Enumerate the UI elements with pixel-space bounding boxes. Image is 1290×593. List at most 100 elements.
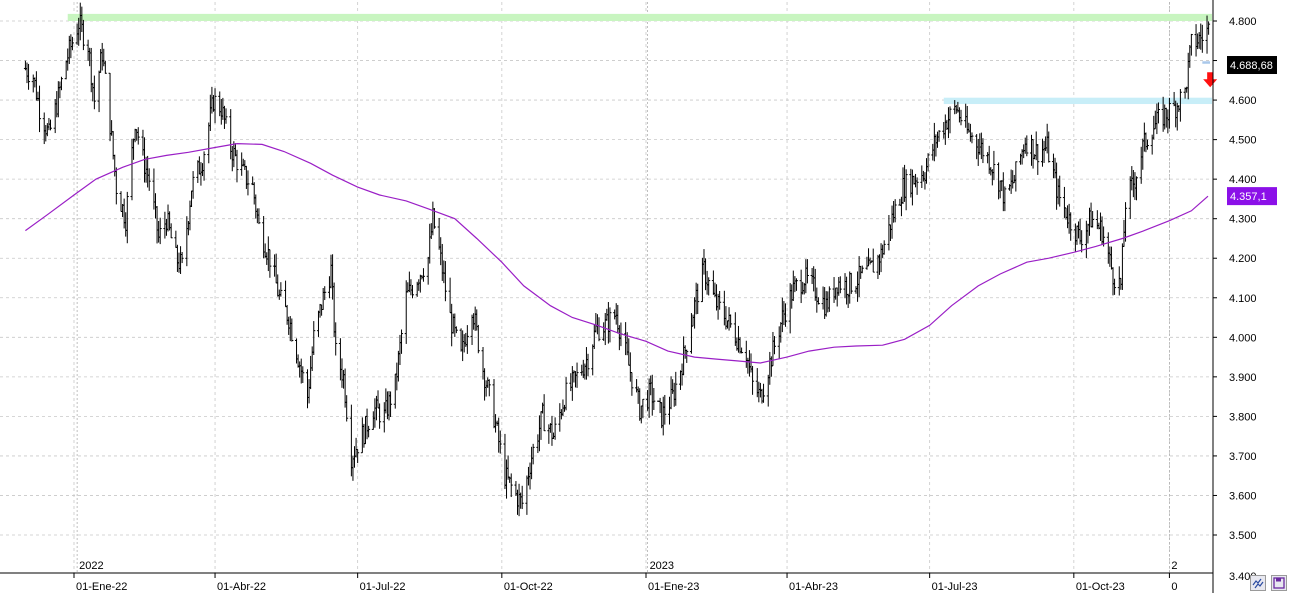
ohlc-bar	[284, 280, 288, 308]
ohlc-bar	[64, 60, 68, 80]
x-tick-label: 01-Ene-23	[648, 581, 699, 593]
ohlc-bar	[1175, 102, 1179, 131]
ohlc-bar	[669, 376, 673, 410]
ohlc-bar	[762, 383, 766, 403]
ohlc-bar	[367, 425, 371, 438]
ohlc-bar	[978, 133, 982, 155]
ohlc-bar	[307, 379, 311, 404]
ohlc-bar	[113, 154, 117, 177]
double-arrow-icon[interactable]	[1250, 575, 1266, 591]
ohlc-bar	[509, 473, 513, 498]
ohlc-bar	[164, 218, 168, 236]
ohlc-bar	[558, 403, 562, 432]
x-tick-label: 01-Abr-23	[789, 581, 838, 593]
ohlc-bar	[124, 212, 128, 237]
ohlc-bar	[528, 462, 532, 490]
ohlc-bar	[671, 379, 675, 394]
ohlc-bar	[58, 81, 62, 99]
ohlc-bar	[158, 217, 162, 245]
ohlc-bar	[338, 338, 342, 381]
ohlc-bar	[837, 277, 841, 296]
ohlc-bar	[992, 150, 996, 181]
ohlc-bar	[1200, 24, 1204, 53]
ohlc-bar	[1025, 135, 1029, 157]
ohlc-bar	[1066, 205, 1070, 229]
ohlc-bar	[197, 156, 201, 175]
ohlc-bar	[592, 324, 596, 349]
ohlc-bar	[331, 254, 335, 300]
ohlc-bar	[257, 208, 261, 225]
ohlc-bar	[202, 151, 206, 181]
ohlc-bar	[1167, 97, 1171, 129]
ohlc-bar	[147, 168, 151, 191]
ohlc-bar	[345, 395, 349, 422]
ohlc-bar	[1131, 170, 1135, 198]
ohlc-bar	[957, 107, 961, 123]
ohlc-bar	[483, 368, 487, 401]
ohlc-bar	[365, 408, 369, 440]
ohlc-bar	[88, 47, 92, 67]
ohlc-bar	[832, 277, 836, 303]
ohlc-bar	[309, 355, 313, 390]
ohlc-bar	[1142, 122, 1146, 152]
ohlc-bar	[892, 201, 896, 223]
ohlc-bar	[711, 270, 715, 295]
ohlc-bar	[492, 379, 496, 429]
ohlc-bar	[541, 402, 545, 414]
ohlc-bar	[624, 322, 628, 356]
ohlc-bar	[887, 215, 891, 251]
ohlc-bar	[794, 278, 798, 291]
ohlc-bar	[740, 347, 744, 354]
ohlc-bar	[658, 397, 662, 414]
ohlc-bar	[185, 216, 189, 267]
ohlc-bar	[1100, 216, 1104, 245]
ohlc-bar	[1011, 170, 1015, 189]
ohlc-bar	[373, 398, 377, 428]
ohlc-bar	[213, 88, 217, 124]
ohlc-bar	[1062, 186, 1066, 218]
ohlc-bar	[263, 243, 267, 258]
ohlc-bar	[1145, 139, 1149, 150]
ohlc-bar	[428, 223, 432, 264]
ohlc-bar	[33, 77, 37, 88]
save-icon[interactable]	[1271, 575, 1287, 591]
ohlc-bar	[998, 180, 1002, 199]
ohlc-bar	[295, 338, 299, 364]
ohlc-bar	[233, 143, 237, 157]
ohlc-bar	[865, 256, 869, 270]
ohlc-bar	[652, 387, 656, 410]
ohlc-bar	[382, 402, 386, 433]
ohlc-bar	[616, 304, 620, 334]
ohlc-bar	[542, 394, 546, 432]
ohlc-bar	[678, 370, 682, 390]
ohlc-bar	[959, 109, 963, 126]
resistance-zones	[67, 13, 1213, 105]
ohlc-bar	[177, 252, 181, 273]
ohlc-bar	[91, 82, 95, 102]
ohlc-bar	[970, 132, 974, 144]
ohlc-bar	[222, 105, 226, 129]
ohlc-bar	[899, 196, 903, 217]
ohlc-bar	[66, 48, 70, 71]
ohlc-bar	[146, 155, 150, 188]
ohlc-bar	[824, 291, 828, 317]
ohlc-bar	[707, 277, 711, 296]
ohlc-bar	[552, 432, 556, 439]
ohlc-bar	[1086, 223, 1090, 244]
y-tick-label: 3.500	[1229, 530, 1257, 542]
ohlc-bar	[1098, 212, 1102, 241]
ohlc-bar	[856, 271, 860, 302]
ohlc-bar	[1186, 52, 1190, 100]
ohlc-bar	[746, 357, 750, 374]
ohlc-bar	[1117, 266, 1121, 296]
ohlc-bar	[932, 122, 936, 162]
ohlc-bar	[38, 85, 42, 133]
ohlc-bar	[316, 310, 320, 337]
ohlc-bar	[273, 254, 277, 277]
ohlc-bar	[343, 368, 347, 408]
ohlc-bar	[1080, 230, 1084, 253]
ohlc-bar	[45, 123, 49, 137]
ohlc-bar	[36, 91, 40, 102]
ohlc-bar	[417, 279, 421, 291]
